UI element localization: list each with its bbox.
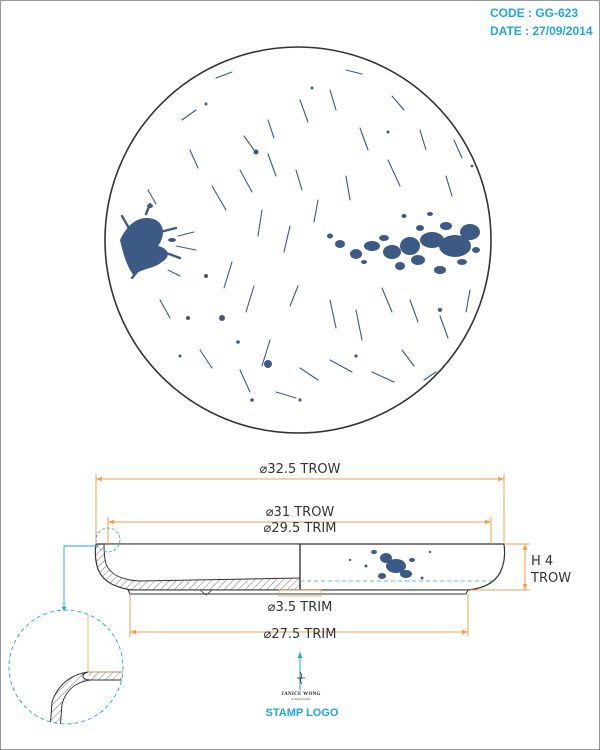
elevation-splatter <box>348 550 432 580</box>
date-label: DATE : 27/09/2014 <box>490 24 593 38</box>
stamp-logo-label: STAMP LOGO <box>266 707 339 719</box>
detail-circle <box>8 609 124 725</box>
code-label: CODE : GG-623 <box>490 6 579 20</box>
dim-foot-trim: ⌀3.5 TRIM <box>268 600 333 615</box>
plate-section-view <box>61 474 530 637</box>
dim-base-trim: ⌀27.5 TRIM <box>264 627 337 642</box>
stamp-mark-icon <box>297 671 305 685</box>
stamp-brand: JANICE WONG <box>281 692 320 697</box>
foot-notch <box>199 589 213 596</box>
rim-detail-view <box>8 609 124 725</box>
plate-outline <box>104 46 492 434</box>
plate-top-view <box>104 46 492 434</box>
stamp-logo: JANICE WONG SINGAPORE STAMP LOGO <box>266 652 339 719</box>
dim-outer-diameter: ⌀32.5 TROW <box>260 462 341 477</box>
detail-leader <box>61 545 96 612</box>
plate-foot <box>127 589 469 595</box>
dim-height-unit: TROW <box>530 571 571 586</box>
detail-marker <box>95 527 121 553</box>
foot-trim-box <box>278 589 322 597</box>
dim-trim-diameter: ⌀29.5 TRIM <box>264 521 337 536</box>
splatter-pattern <box>120 69 480 402</box>
dim-trow-diameter: ⌀31 TROW <box>266 505 335 520</box>
dim-height: H 4 <box>531 554 553 569</box>
section-inner <box>103 543 301 582</box>
stamp-sub: SINGAPORE <box>291 697 310 701</box>
